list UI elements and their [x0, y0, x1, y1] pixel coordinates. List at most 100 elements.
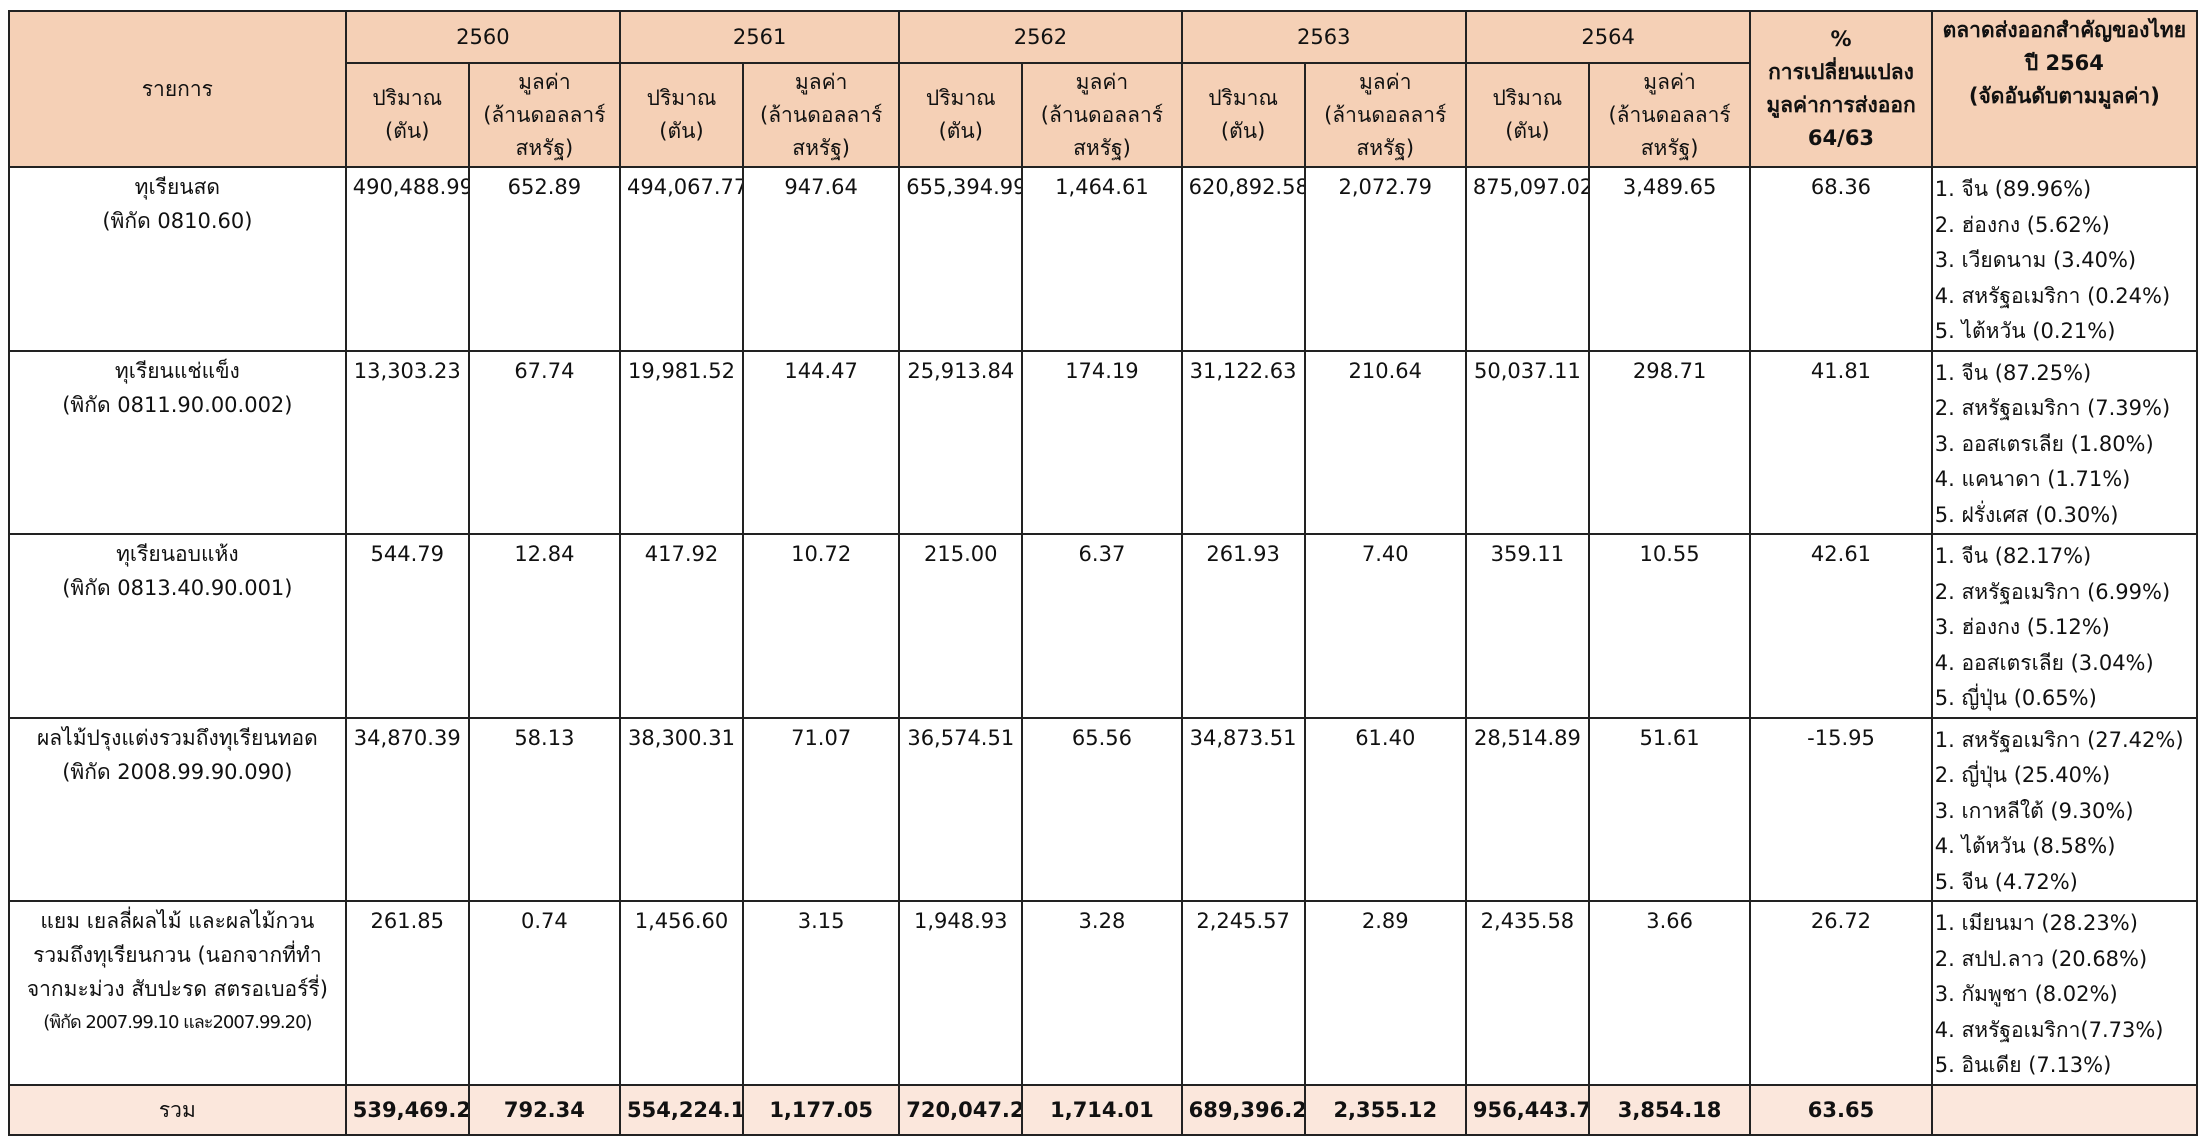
header-value: มูลค่า (ล้านดอลลาร์ สหรัฐ)	[1021, 62, 1183, 168]
total-row: รวม539,469.25792.34554,224.121,177.05720…	[8, 1083, 2199, 1136]
table-row: ทุเรียนสด (พิกัด 0810.60) 490,488.99 652.89…	[8, 166, 2199, 352]
total-value-cell: 792.34	[467, 1083, 622, 1136]
value-cell: 2,072.79	[1303, 166, 1467, 352]
market-entry: 4. ออสเตรเลีย (3.04%)	[1934, 650, 2154, 675]
market-entry: 2. สปป.ลาว (20.68%)	[1934, 946, 2148, 971]
header-value: มูลค่า (ล้านดอลลาร์ สหรัฐ)	[741, 62, 901, 168]
header-value: มูลค่า (ล้านดอลลาร์ สหรัฐ)	[1303, 62, 1467, 168]
header-quantity: ปริมาณ (ตัน)	[1180, 62, 1306, 168]
table-row: แยม เยลลี่ผลไม้ และผลไม้กวน รวมถึงทุเรียน…	[8, 900, 2199, 1086]
quantity-cell: 50,037.11	[1464, 349, 1590, 535]
quantity-cell: 34,873.51	[1180, 716, 1306, 902]
cropped-footnote-strip	[0, 1129, 2204, 1138]
row-item: ผลไม้ปรุงแต่งรวมถึงทุเรียนทอด (พิกัด 2008…	[8, 716, 347, 902]
quantity-cell: 215.00	[898, 533, 1024, 719]
row-item: ทุเรียนสด (พิกัด 0810.60)	[8, 166, 347, 352]
quantity-cell: 1,456.60	[619, 900, 744, 1086]
market-entry: 2. ญี่ปุ่น (25.40%)	[1934, 763, 2111, 787]
market-entry: 5. จีน (4.72%)	[1934, 869, 2078, 894]
market-entry: 5. ฝรั่งเศส (0.30%)	[1934, 502, 2119, 527]
value-cell: 2.89	[1303, 900, 1467, 1086]
header-value: มูลค่า (ล้านดอลลาร์ สหรัฐ)	[1587, 62, 1752, 168]
market-entry: 4. แคนาดา (1.71%)	[1934, 467, 2131, 491]
value-cell: 3,489.65	[1587, 166, 1752, 352]
header-year: 2561	[618, 10, 901, 64]
value-cell: 6.37	[1021, 533, 1183, 719]
change-cell: 42.61	[1749, 533, 1933, 719]
value-cell: 1,464.61	[1021, 166, 1183, 352]
market-entry: 4. สหรัฐอเมริกา(7.73%)	[1934, 1017, 2164, 1042]
total-quantity-cell: 956,443.71	[1464, 1083, 1590, 1136]
total-value-cell: 1,714.01	[1021, 1083, 1183, 1136]
quantity-cell: 34,870.39	[344, 716, 470, 902]
market-entry: 3. ฮ่องกง (5.12%)	[1934, 615, 2110, 639]
market-entry: 5. อินเดีย (7.13%)	[1934, 1053, 2112, 1077]
total-quantity-cell: 554,224.12	[619, 1083, 744, 1136]
markets-cell: 1. จีน (82.17%) 2. สหรัฐอเมริกา (6.99%) 3.…	[1930, 533, 2199, 719]
quantity-cell: 13,303.23	[344, 349, 470, 535]
markets-cell: 1. จีน (89.96%) 2. ฮ่องกง (5.62%) 3. เวียด…	[1930, 166, 2199, 352]
header-item: รายการ	[8, 10, 347, 168]
table-row: ผลไม้ปรุงแต่งรวมถึงทุเรียนทอด (พิกัด 2008…	[8, 716, 2199, 902]
market-entry: 1. สหรัฐอเมริกา (27.42%)	[1934, 727, 2184, 752]
row-item: แยม เยลลี่ผลไม้ และผลไม้กวน รวมถึงทุเรียน…	[8, 900, 347, 1086]
value-cell: 61.40	[1303, 716, 1467, 902]
value-cell: 3.15	[741, 900, 901, 1086]
total-quantity-cell: 539,469.25	[344, 1083, 470, 1136]
value-cell: 51.61	[1587, 716, 1752, 902]
table-row: ทุเรียนแช่แข็ง (พิกัด 0811.90.00.002) 13,3…	[8, 349, 2199, 535]
market-entry: 5. ไต้หวัน (0.21%)	[1934, 319, 2116, 343]
total-markets-cell	[1930, 1083, 2199, 1136]
markets-cell: 1. เมียนมา (28.23%) 2. สปป.ลาว (20.68%) 3.…	[1930, 900, 2199, 1086]
total-value-cell: 2,355.12	[1303, 1083, 1467, 1136]
market-entry: 2. ฮ่องกง (5.62%)	[1934, 212, 2110, 237]
market-entry: 1. เมียนมา (28.23%)	[1934, 911, 2138, 935]
market-entry: 1. จีน (87.25%)	[1934, 360, 2092, 385]
market-entry: 1. จีน (89.96%)	[1934, 177, 2092, 201]
quantity-cell: 19,981.52	[619, 349, 744, 535]
change-cell: -15.95	[1749, 716, 1933, 902]
row-item: ทุเรียนอบแห้ง (พิกัด 0813.40.90.001)	[8, 533, 347, 719]
market-entry: 2. สหรัฐอเมริกา (7.39%)	[1934, 396, 2171, 420]
value-cell: 71.07	[741, 716, 901, 902]
value-cell: 10.72	[741, 533, 901, 719]
value-cell: 652.89	[467, 166, 622, 352]
quantity-cell: 25,913.84	[898, 349, 1024, 535]
value-cell: 298.71	[1587, 349, 1752, 535]
quantity-cell: 620,892.58	[1180, 166, 1306, 352]
market-entry: 3. เกาหลีใต้ (9.30%)	[1934, 798, 2134, 823]
quantity-cell: 1,948.93	[898, 900, 1024, 1086]
total-change-cell: 63.65	[1749, 1083, 1933, 1136]
value-cell: 12.84	[467, 533, 622, 719]
value-cell: 947.64	[741, 166, 901, 352]
quantity-cell: 875,097.02	[1464, 166, 1590, 352]
quantity-cell: 2,245.57	[1180, 900, 1306, 1086]
quantity-cell: 28,514.89	[1464, 716, 1590, 902]
change-cell: 41.81	[1749, 349, 1933, 535]
total-label: รวม	[8, 1083, 347, 1136]
quantity-cell: 261.93	[1180, 533, 1306, 719]
value-cell: 0.74	[467, 900, 622, 1086]
header-quantity: ปริมาณ (ตัน)	[344, 62, 470, 168]
header-value: มูลค่า (ล้านดอลลาร์ สหรัฐ)	[467, 62, 622, 168]
header-year: 2562	[898, 10, 1183, 64]
markets-cell: 1. จีน (87.25%) 2. สหรัฐอเมริกา (7.39%) 3.…	[1930, 349, 2199, 535]
quantity-cell: 494,067.77	[619, 166, 744, 352]
total-value-cell: 1,177.05	[741, 1083, 901, 1136]
value-cell: 7.40	[1303, 533, 1467, 719]
total-quantity-cell: 689,396.22	[1180, 1083, 1306, 1136]
market-entry: 5. ญี่ปุ่น (0.65%)	[1934, 686, 2097, 710]
value-cell: 3.66	[1587, 900, 1752, 1086]
header-year: 2564	[1464, 10, 1752, 64]
value-cell: 65.56	[1021, 716, 1183, 902]
header-year: 2563	[1180, 10, 1467, 64]
market-entry: 3. เวียดนาม (3.40%)	[1934, 248, 2137, 272]
markets-cell: 1. สหรัฐอเมริกา (27.42%) 2. ญี่ปุ่น (25.4…	[1930, 716, 2199, 902]
value-cell: 210.64	[1303, 349, 1467, 535]
value-cell: 58.13	[467, 716, 622, 902]
header-quantity: ปริมาณ (ตัน)	[1464, 62, 1590, 168]
market-entry: 3. ออสเตรเลีย (1.80%)	[1934, 431, 2154, 456]
value-cell: 144.47	[741, 349, 901, 535]
value-cell: 10.55	[1587, 533, 1752, 719]
row-item: ทุเรียนแช่แข็ง (พิกัด 0811.90.00.002)	[8, 349, 347, 535]
